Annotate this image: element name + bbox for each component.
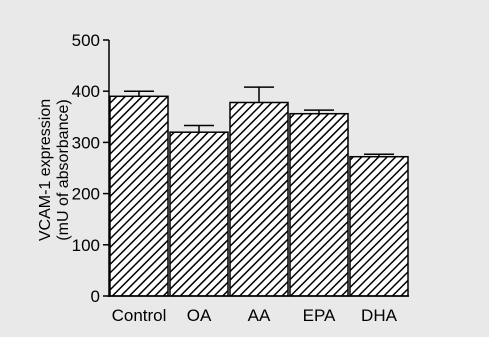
y-tick-label-300: 300 — [72, 133, 100, 152]
x-tick-label-dha: DHA — [361, 306, 398, 325]
bar-epa — [289, 112, 349, 297]
y-tick-label-400: 400 — [72, 82, 100, 101]
error-bars-layer — [124, 86, 394, 157]
x-tick-label-control: Control — [112, 306, 167, 325]
x-tick-label-aa: AA — [248, 306, 271, 325]
x-labels-layer: Control OA AA EPA DHA — [112, 306, 398, 325]
y-axis-title-line2: (mU of absorbance) — [55, 99, 72, 240]
axes-layer — [108, 40, 409, 297]
y-tick-label-500: 500 — [72, 31, 100, 50]
y-tick-label-0: 0 — [91, 287, 100, 306]
x-tick-label-oa: OA — [187, 306, 212, 325]
bar-dha — [349, 155, 409, 297]
bars-layer — [109, 95, 409, 297]
x-tick-label-epa: EPA — [303, 306, 336, 325]
y-axis-title: VCAM-1 expression (mU of absorbance) — [37, 99, 72, 241]
bar-oa — [169, 131, 229, 297]
y-tick-label-200: 200 — [72, 185, 100, 204]
y-ticks-layer: 0 100 200 300 400 500 — [72, 31, 109, 306]
bar-aa — [229, 101, 289, 297]
y-tick-label-100: 100 — [72, 236, 100, 255]
y-axis-title-line1: VCAM-1 expression — [37, 99, 54, 241]
bar-control — [109, 95, 169, 297]
